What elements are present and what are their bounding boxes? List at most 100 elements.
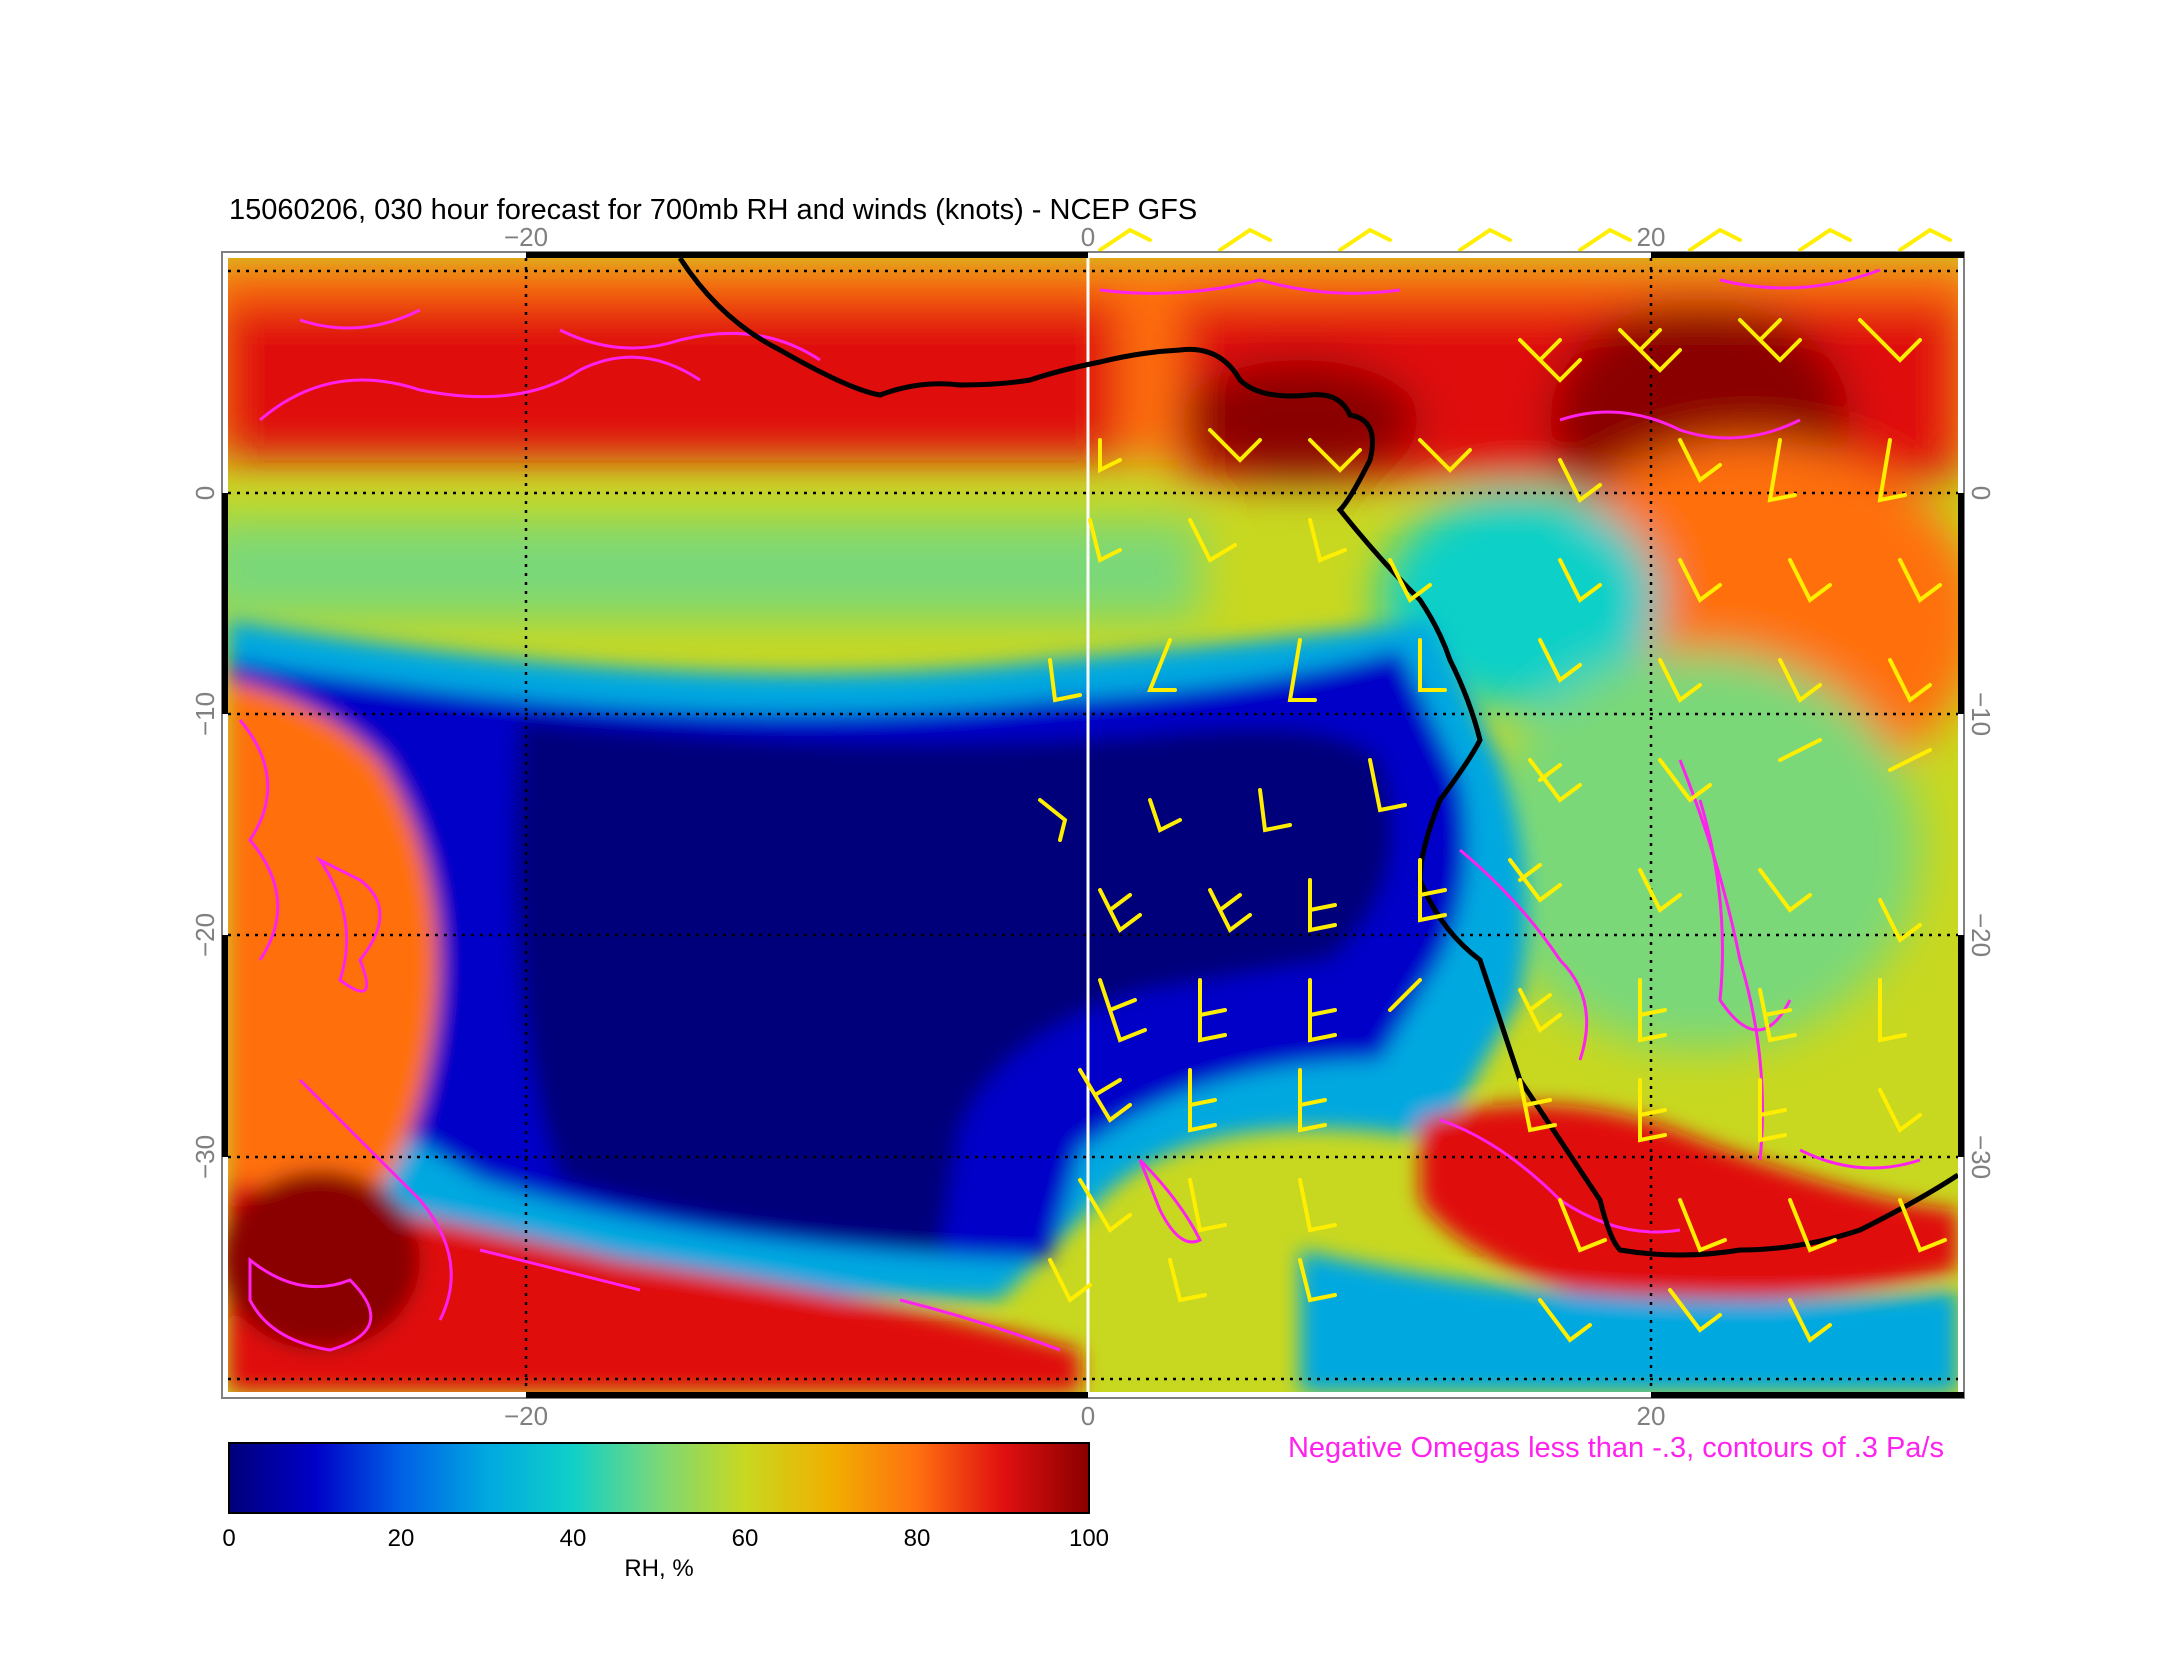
wind-barb: [1638, 978, 1667, 1043]
omega-contour-north: [1719, 268, 1881, 290]
rh-core-southwest: [228, 1170, 420, 1350]
figure-title: 15060206, 030 hour forecast for 700mb RH…: [229, 194, 1197, 226]
wind-barb: [1668, 1288, 1722, 1333]
lon-tick-label: 0: [1081, 222, 1095, 252]
colorbar-tick-label: 100: [1069, 1525, 1109, 1552]
wind-barb: [1788, 1198, 1837, 1253]
wind-barb: [1898, 1198, 1947, 1253]
frame-top-segment: [526, 252, 1088, 258]
omega-contour-north: [1559, 410, 1801, 440]
colorbar-tick-label: 40: [560, 1525, 587, 1552]
wind-barb: [1298, 1178, 1337, 1233]
rh-core-central: [1180, 360, 1420, 480]
wind-barb: [1208, 428, 1262, 463]
wind-barb: [1788, 558, 1832, 604]
omega-contour-south: [899, 1298, 1061, 1352]
rh-colorbar: 0 20 40 60 80 100 RH, %: [222, 1442, 1109, 1582]
wind-barb: [1208, 888, 1252, 934]
coastline-africa: [677, 258, 1958, 1258]
wind-barb: [1388, 558, 1432, 604]
omega-contour-south: [1138, 1158, 1203, 1244]
wind-barb: [1147, 638, 1177, 692]
wind-barb: [1388, 978, 1422, 1012]
wind-barb: [1418, 638, 1447, 692]
frame-bottom-segment: [526, 1392, 1088, 1398]
omega-contour-north: [299, 308, 421, 330]
lat-ticks-left: 0 −10 −20 −30: [190, 486, 220, 1179]
lat-tick-label: −30: [190, 1135, 220, 1179]
wind-barb: [1758, 868, 1812, 913]
omega-contour-south: [1799, 1148, 1921, 1170]
wind-barb: [1218, 227, 1272, 252]
lat-tick-label: −20: [1966, 913, 1996, 957]
wind-barb: [1308, 518, 1347, 563]
lon-ticks-top: −20 0 20: [504, 222, 1666, 252]
wind-barb: [1538, 638, 1582, 684]
wind-barb: [1778, 738, 1822, 762]
omega-contours: [238, 268, 1921, 1352]
omega-contour-southwest: [248, 1256, 373, 1352]
wind-barb: [1878, 898, 1922, 944]
lat-tick-label: −10: [190, 692, 220, 736]
wind-barb: [1888, 658, 1932, 704]
wind-barb: [1678, 558, 1722, 604]
map-frame: [221, 251, 1965, 1399]
frame-top-segment: [1651, 252, 1964, 258]
wind-barb: [1888, 748, 1932, 772]
wind-barb: [1898, 227, 1952, 252]
wind-barb: [1298, 1068, 1327, 1133]
wind-barb: [1518, 988, 1562, 1034]
wind-barbs: [1038, 318, 1947, 1344]
lon-ticks-bottom: −20 0 20: [504, 1401, 1666, 1431]
lon-tick-label: −20: [504, 222, 548, 252]
omega-contour-southwest: [238, 719, 280, 961]
omega-contour-east: [1678, 759, 1764, 1161]
wind-barb: [1287, 638, 1317, 702]
wind-barb: [1168, 1258, 1207, 1303]
omega-contour-north: [259, 355, 701, 422]
rh-very-dry-core: [515, 720, 1393, 1250]
wind-barb: [1688, 227, 1742, 252]
wind-barb: [1658, 758, 1712, 803]
rh-frontal-band-south: [1420, 1104, 1958, 1302]
wind-barb: [1298, 1258, 1337, 1303]
graticule: [228, 258, 1958, 1392]
wind-barb: [1098, 978, 1147, 1043]
wind-barb: [1368, 758, 1407, 813]
lat-tick-label: 0: [1966, 486, 1996, 500]
wind-barb: [1798, 227, 1852, 252]
colorbar-tick-label: 80: [904, 1525, 931, 1552]
frame-left-segment: [222, 493, 228, 714]
wind-barb: [1658, 658, 1702, 704]
omega-contour-southwest: [315, 856, 382, 993]
wind-barb: [1767, 438, 1797, 503]
wind-barb: [1538, 1298, 1592, 1343]
wind-barb: [1308, 978, 1337, 1043]
wind-barb: [1877, 438, 1907, 503]
lon-tick-label: −20: [504, 1401, 548, 1431]
wind-barb: [1308, 438, 1362, 473]
colorbar-tick-label: 20: [388, 1525, 415, 1552]
omega-contour-southwest: [298, 1078, 453, 1321]
wind-barb: [1508, 858, 1562, 903]
wind-barb: [1518, 338, 1582, 383]
lat-tick-label: −30: [1966, 1135, 1996, 1179]
wind-barb: [1098, 438, 1122, 474]
wind-barb: [1618, 328, 1682, 373]
wind-barb: [1678, 438, 1722, 484]
wind-barb: [1038, 798, 1068, 842]
lat-tick-label: 0: [190, 486, 220, 500]
wind-barb: [1878, 1088, 1922, 1134]
wind-barb: [1088, 518, 1122, 563]
frame-left-segment: [222, 935, 228, 1157]
wind-barb: [1758, 988, 1797, 1043]
lat-ticks-right: 0 −10 −20 −30: [1966, 486, 1996, 1179]
omega-contour-east: [1459, 848, 1589, 1061]
wind-barb: [1788, 1298, 1832, 1344]
wind-barb: [1578, 227, 1632, 252]
wind-barb: [1418, 438, 1472, 473]
omega-contour-note: Negative Omegas less than -.3, contours …: [1288, 1432, 1944, 1464]
wind-barb: [1858, 318, 1922, 363]
wind-barb: [1198, 978, 1227, 1043]
wind-barb: [1078, 1178, 1132, 1233]
